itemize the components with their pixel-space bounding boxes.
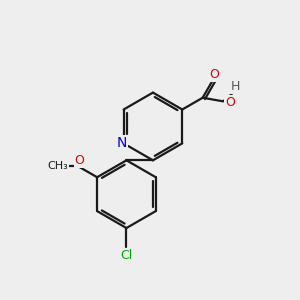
Text: methoxy: methoxy (56, 155, 117, 169)
Text: N: N (117, 136, 127, 150)
Text: CH₃: CH₃ (47, 161, 68, 171)
Text: O: O (74, 154, 84, 167)
Text: O: O (225, 96, 235, 109)
Text: H: H (231, 80, 240, 93)
Text: Cl: Cl (120, 249, 133, 262)
Text: O: O (209, 68, 219, 81)
